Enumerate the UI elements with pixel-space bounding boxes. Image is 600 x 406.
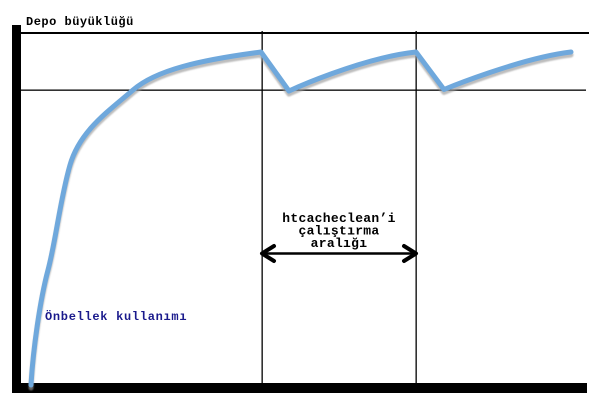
svg-text:Önbellek kullanımı: Önbellek kullanımı (45, 308, 187, 324)
svg-text:Depo büyüklüğü: Depo büyüklüğü (26, 15, 134, 29)
svg-text:aralığı: aralığı (311, 236, 368, 251)
